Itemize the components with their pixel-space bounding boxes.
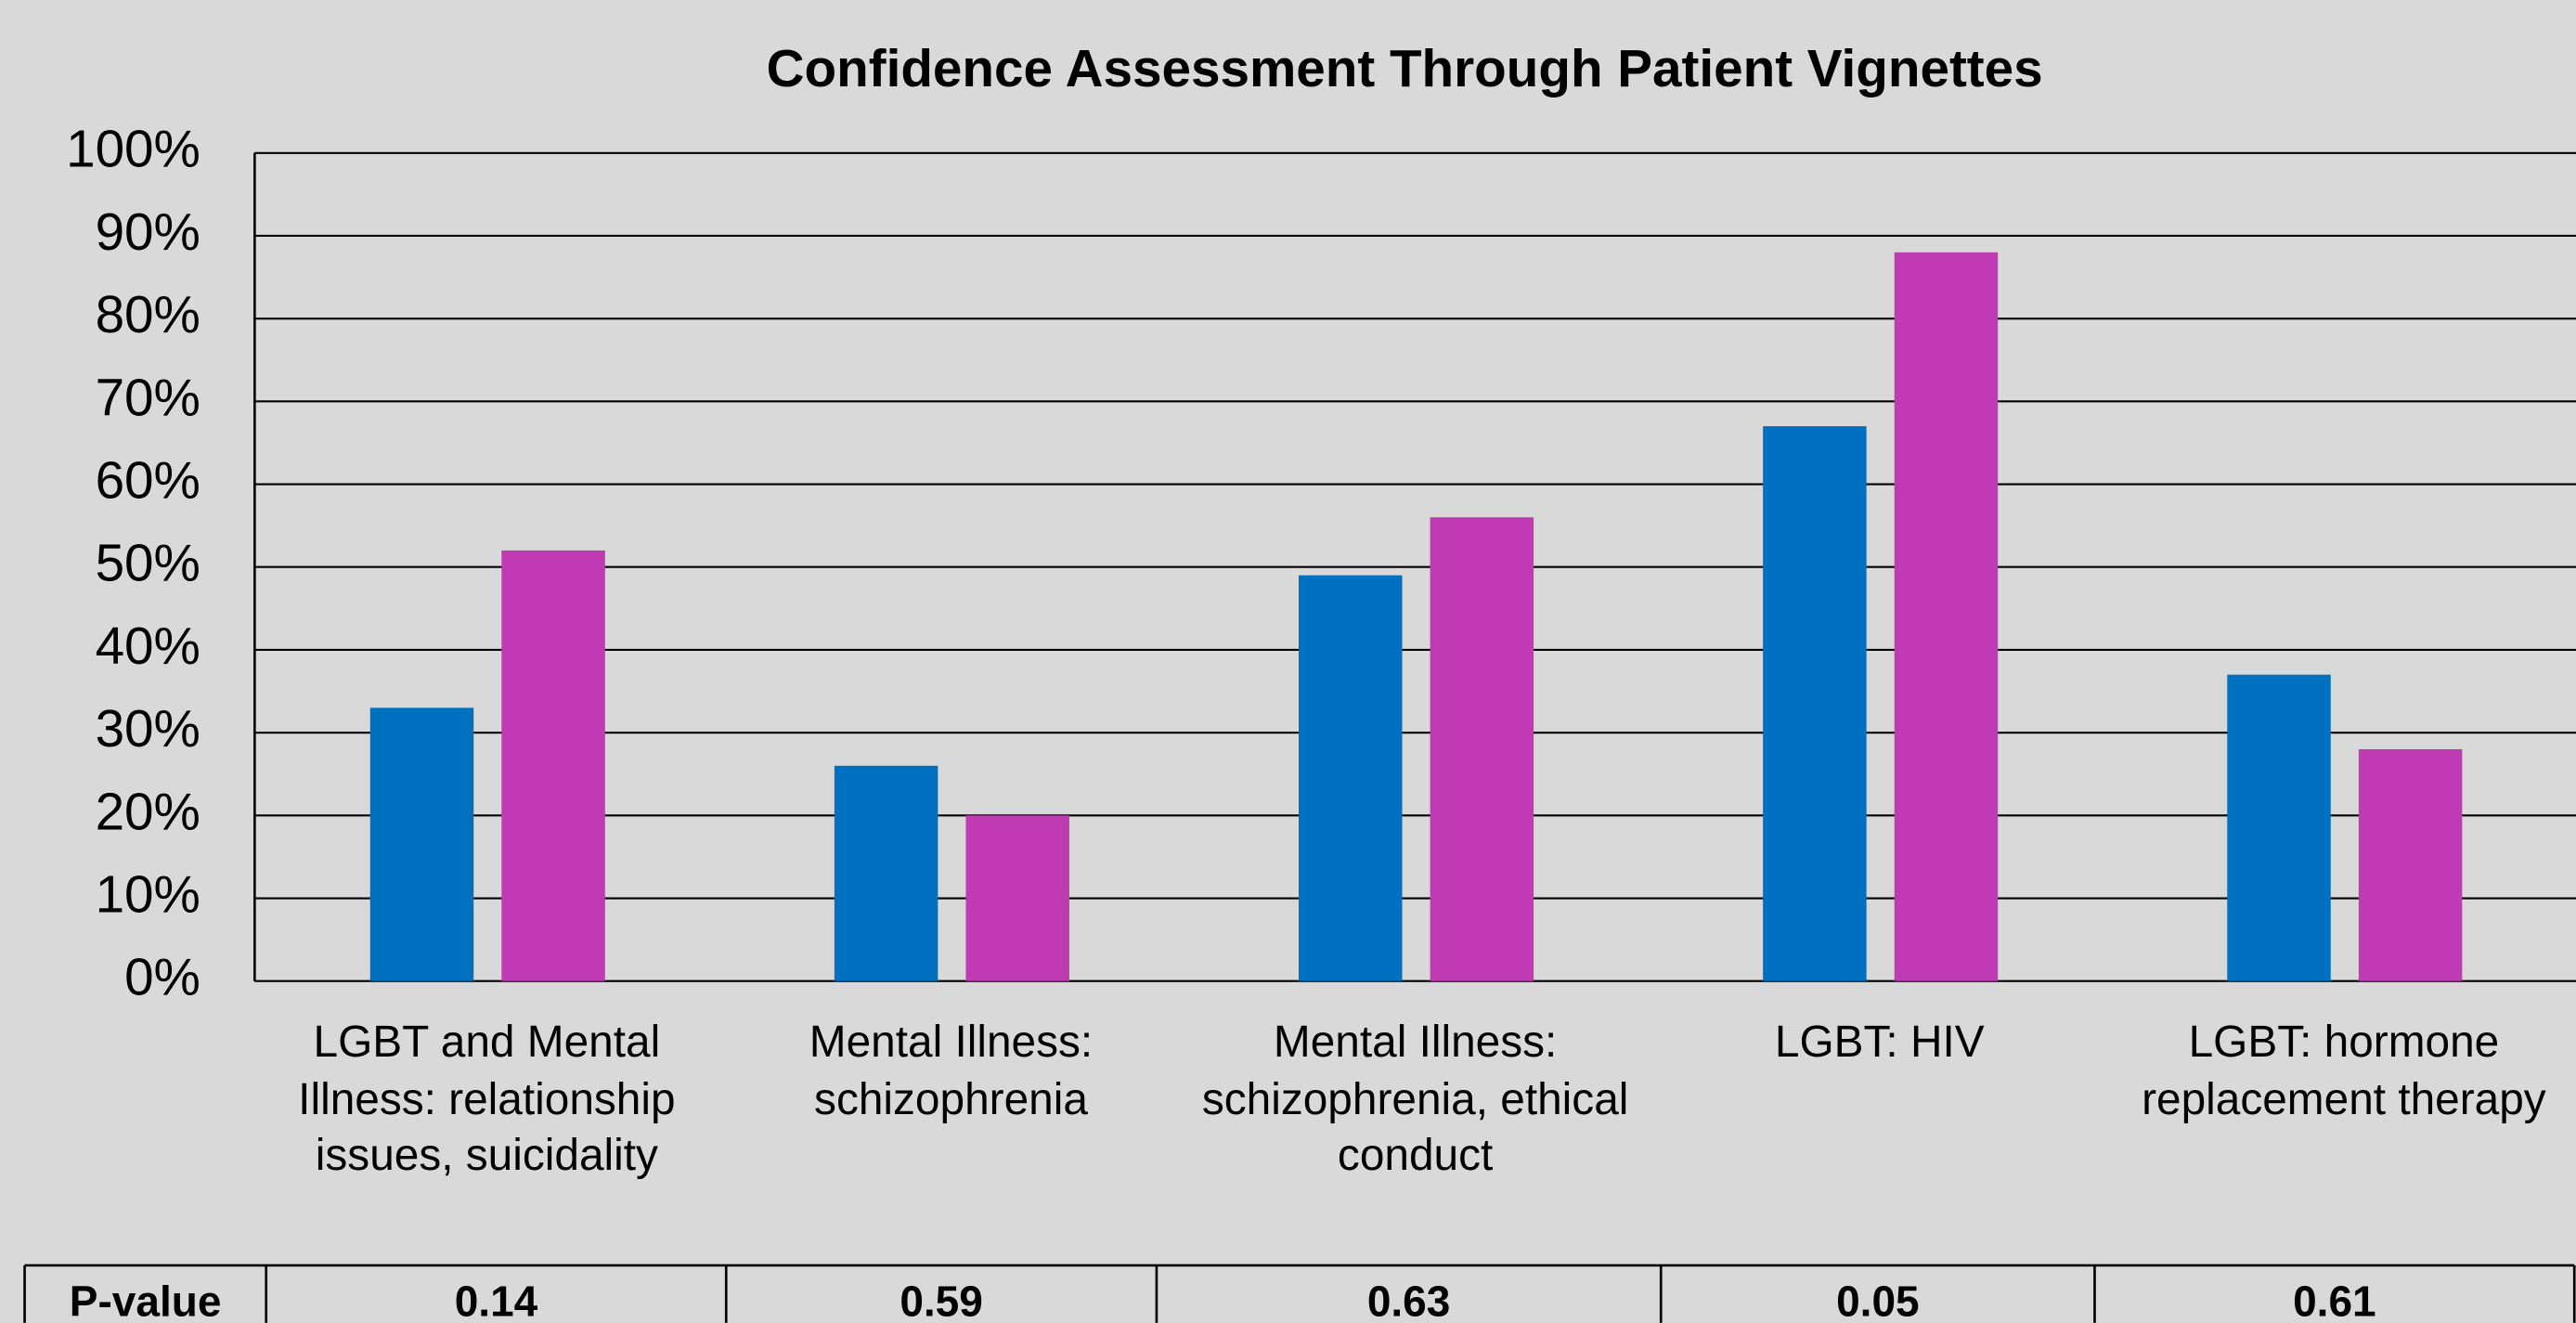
x-tick-label: LGBT: HIV	[1774, 1017, 1985, 1067]
y-tick-label: 90%	[96, 203, 201, 262]
y-tick-label: 20%	[96, 783, 201, 841]
table-cell: 0.14	[455, 1278, 538, 1323]
x-tick-label-box: LGBT and Mental Illness: relationship is…	[298, 1017, 676, 1180]
table-cell: 0.61	[2293, 1278, 2376, 1323]
x-tick-label-box: Mental Illness: schizophrenia	[809, 1017, 1094, 1123]
bar	[1430, 517, 1534, 981]
x-tick-label-box: Mental Illness: schizophrenia, ethical c…	[1201, 1017, 1629, 1180]
x-tick-label-box: LGBT: HIV	[1774, 1017, 1985, 1067]
y-tick-label: 40%	[96, 617, 201, 676]
y-tick-label: 60%	[96, 451, 201, 510]
y-tick-label: 80%	[96, 286, 201, 344]
bar	[2227, 674, 2331, 981]
table-header: P-value	[70, 1278, 222, 1323]
y-tick-label: 100%	[66, 121, 201, 179]
table-cell: 0.59	[900, 1278, 983, 1323]
y-tick-label: 30%	[96, 700, 201, 759]
bar	[2358, 748, 2463, 981]
bar	[1763, 426, 1867, 981]
x-tick-label-box: LGBT: hormone replacement therapy	[2142, 1017, 2546, 1123]
x-tick-label: LGBT: hormone replacement therapy	[2142, 1017, 2546, 1123]
bar	[1894, 252, 1999, 981]
x-tick-label: Mental Illness: schizophrenia	[809, 1017, 1094, 1123]
x-tick-label: LGBT and Mental Illness: relationship is…	[298, 1017, 676, 1180]
y-tick-label: 70%	[96, 369, 201, 427]
table-cell: 0.63	[1367, 1278, 1451, 1323]
bar	[834, 765, 938, 981]
y-tick-label: 10%	[96, 865, 201, 924]
table-cell: 0.05	[1836, 1278, 1920, 1323]
bar	[369, 707, 474, 981]
bar	[1299, 575, 1403, 981]
y-tick-label: 0%	[124, 949, 201, 1007]
bar	[965, 815, 1069, 981]
bar	[501, 550, 605, 981]
x-tick-label: Mental Illness: schizophrenia, ethical c…	[1201, 1017, 1629, 1180]
chart-title: Confidence Assessment Through Patient Vi…	[767, 40, 2043, 98]
y-tick-label: 50%	[96, 535, 201, 593]
